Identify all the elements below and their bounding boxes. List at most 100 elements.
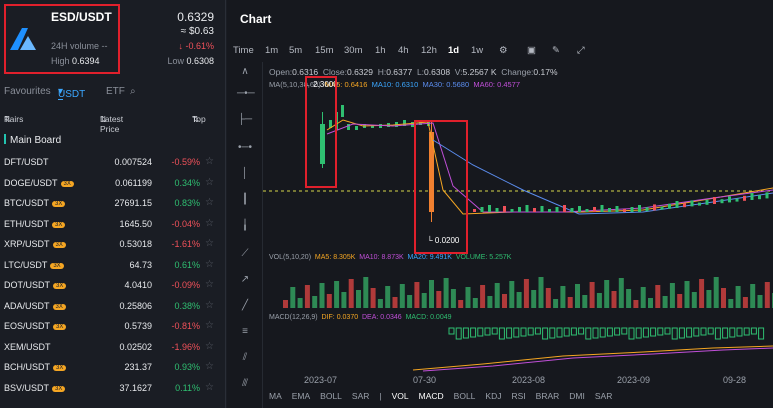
volume-bar [480, 285, 486, 308]
vertical-segment-icon[interactable]: ┃ [241, 194, 249, 205]
arrow-line-icon[interactable]: ↗ [240, 274, 250, 285]
tab-tf-15m[interactable]: 15m [315, 45, 334, 56]
star-icon[interactable]: ☆ [205, 340, 214, 352]
tab-indicator-boll[interactable]: BOLL [453, 391, 476, 401]
tab-indicator-rsi[interactable]: RSI [511, 391, 526, 401]
star-icon[interactable]: ☆ [205, 320, 214, 331]
tab-etf[interactable]: ETF [106, 86, 125, 97]
price-line-icon[interactable]: ╽ [241, 220, 249, 231]
volume-bar [450, 289, 456, 308]
star-icon[interactable]: ☆ [205, 156, 214, 167]
list-item[interactable]: XEM/USDT 0.02502 -1.96% ☆ [0, 337, 225, 357]
star-icon[interactable]: ☆ [205, 381, 214, 393]
star-icon[interactable]: ☆ [205, 361, 214, 372]
col-top[interactable]: Top ⇅ [192, 114, 206, 124]
candlestick-chart[interactable] [263, 90, 773, 250]
tab-tf-time[interactable]: Time [233, 45, 254, 56]
tab-indicator-macd[interactable]: MACD [418, 391, 444, 401]
list-item[interactable]: LTC/USDT 3X 64.73 0.61% ☆ [0, 255, 225, 275]
list-item[interactable]: XRP/USDT 3X 0.53018 -1.61% ☆ [0, 234, 225, 254]
star-icon[interactable]: ☆ [205, 299, 214, 311]
volume-bar [297, 298, 303, 308]
channel-icon[interactable]: ⫽ [242, 352, 248, 363]
volume-bar [596, 293, 602, 308]
screenshot-icon[interactable]: ▣ [527, 45, 536, 56]
tab-tf-1m[interactable]: 1m [265, 45, 279, 56]
trend-line-icon[interactable]: ⟋ [241, 248, 249, 259]
pair-change: 0.11% [175, 382, 200, 393]
list-item[interactable]: ADA/USDT 3X 0.25806 0.38% ☆ [0, 296, 225, 316]
tab-tf-4h[interactable]: 4h [398, 45, 409, 56]
list-item[interactable]: DOGE/USDT 3X 0.061199 0.34% ☆ [0, 173, 225, 193]
parallel-icon[interactable]: ⫻ [242, 378, 248, 389]
tab-usdt[interactable]: USDT ▾ [58, 86, 86, 100]
tab-indicator-sar[interactable]: SAR [594, 391, 613, 401]
crosshair-icon[interactable]: ─•─ [237, 88, 255, 99]
col-latest-price[interactable]: Latest Price ⇅ [100, 114, 124, 134]
x-tick-label: 2023-08 [512, 375, 546, 385]
candle [563, 205, 566, 212]
pair-header: ESD/USDT 24H volume -- High 0.6394 0.632… [0, 0, 225, 80]
macd-bar [750, 327, 757, 335]
tab-indicator-dmi[interactable]: DMI [569, 391, 585, 401]
fullscreen-icon[interactable]: ⤢ [577, 45, 585, 56]
list-item[interactable]: BTC/USDT 3X 27691.15 0.83% ☆ [0, 193, 225, 213]
star-icon[interactable]: ☆ [205, 176, 214, 188]
star-icon[interactable]: ☆ [205, 238, 214, 249]
tab-indicator-boll[interactable]: BOLL [320, 391, 342, 401]
tab-tf-5m[interactable]: 5m [289, 45, 303, 56]
list-item[interactable]: EOS/USDT 3X 0.5739 -0.81% ☆ [0, 316, 225, 336]
pair-symbol: ADA/USDT 3X [4, 301, 66, 311]
volume-bar [553, 299, 559, 308]
list-item[interactable]: DFT/USDT 0.007524 -0.59% ☆ [0, 152, 225, 172]
list-item[interactable]: BCH/USDT 3X 231.37 0.93% ☆ [0, 357, 225, 377]
volume-bar [407, 295, 413, 308]
horizontal-line-icon[interactable]: ├─ [237, 114, 253, 125]
star-icon[interactable]: ☆ [205, 279, 214, 290]
tab-indicator-kdj[interactable]: KDJ [485, 391, 502, 401]
list-item[interactable]: ETH/USDT 3X 1645.50 -0.04% ☆ [0, 214, 225, 234]
tab-favourites[interactable]: Favourites [4, 86, 51, 97]
pair-price: 231.37 [124, 362, 152, 372]
vertical-line-icon[interactable]: │ [241, 168, 249, 179]
tab-tf-1h[interactable]: 1h [375, 45, 386, 56]
ray-icon[interactable]: •─• [237, 142, 253, 153]
candle [758, 195, 761, 200]
pair-price: 0.061199 [115, 177, 152, 188]
candle [473, 209, 476, 212]
star-icon[interactable]: ☆ [205, 197, 214, 208]
tab-indicator-sar[interactable]: SAR [351, 391, 370, 401]
tab-indicator-ma[interactable]: MA [269, 391, 282, 401]
col-pairs[interactable]: Pairs ⇅ [4, 114, 24, 124]
edit-icon[interactable]: ✎ [552, 45, 560, 56]
tab-indicator-brar[interactable]: BRAR [535, 391, 560, 401]
pair-change: -1.61% [171, 239, 200, 249]
macd-bar [664, 327, 671, 335]
tab-tf-1d[interactable]: 1d [448, 45, 460, 56]
tab-indicator-ema[interactable]: EMA [291, 391, 311, 401]
volume-bar [399, 284, 405, 308]
volume-bar [742, 297, 748, 308]
segment-icon[interactable]: ╱ [241, 300, 249, 311]
highlight-box-header [4, 4, 120, 74]
volume-bar [721, 288, 726, 308]
search-icon[interactable]: ⌕ [130, 86, 136, 97]
candle [600, 205, 604, 212]
volume-bar [304, 285, 310, 308]
tab-tf-1w[interactable]: 1w [471, 45, 484, 56]
leverage-badge: 3X [50, 262, 64, 269]
tab-tf-12h[interactable]: 12h [421, 45, 437, 56]
indicator-icon[interactable]: ⚙ [499, 45, 508, 56]
chart-panel: Chart Time 1m 5m 15m 30m 1h 4h 12h 1d 1w ⚙ ▣ ✎ ⤢ … [227, 0, 773, 408]
list-item[interactable]: BSV/USDT 3X 37.1627 0.11% ☆ [0, 378, 225, 398]
tab-indicator-vol[interactable]: VOL [391, 391, 409, 401]
list-item[interactable]: DOT/USDT 3X 4.0410 -0.09% ☆ [0, 275, 225, 295]
pair-change: -0.81% [171, 321, 200, 331]
star-icon[interactable]: ☆ [205, 217, 214, 229]
tab-tf-30m[interactable]: 30m [344, 45, 363, 56]
macd-bar [534, 327, 541, 335]
ma-legend: MA(5,10,30,60) MA5: 0.6416 MA10: 0.6310 … [269, 80, 521, 89]
collapse-icon[interactable]: ∧ [241, 66, 249, 77]
star-icon[interactable]: ☆ [205, 258, 214, 270]
fib-icon[interactable]: ≡ [242, 326, 248, 337]
